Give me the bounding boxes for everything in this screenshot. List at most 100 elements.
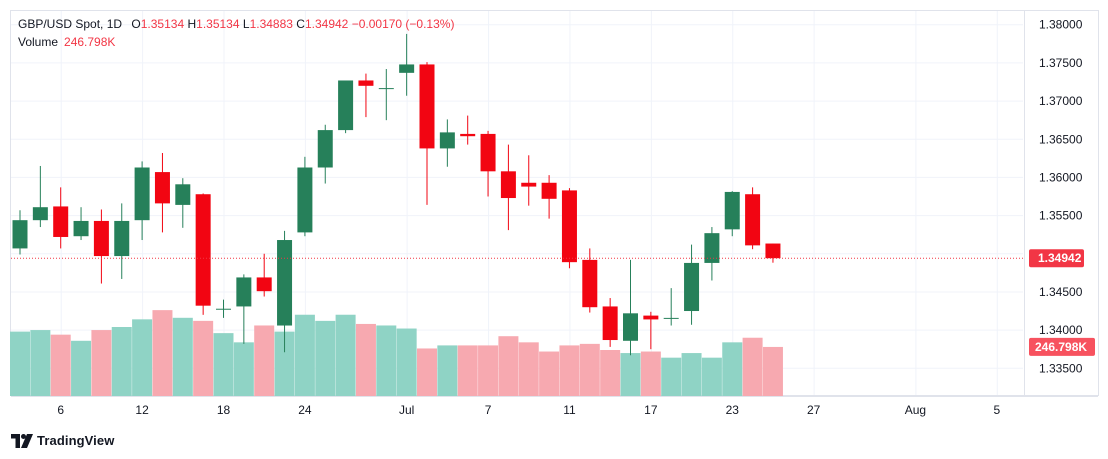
volume-value: 246.798K <box>64 35 116 49</box>
y-tick-label: 1.34000 <box>1039 323 1083 337</box>
candle-body <box>236 277 252 307</box>
y-tick-label: 1.35500 <box>1039 209 1083 223</box>
x-tick-label: 7 <box>485 403 492 417</box>
volume-bar <box>579 343 600 396</box>
candle-body <box>460 133 476 137</box>
volume-bar <box>30 330 51 396</box>
candle-body <box>53 206 69 237</box>
volume-bar <box>213 333 234 396</box>
candle-body <box>663 317 679 319</box>
volume-bar <box>376 325 397 396</box>
volume-bar <box>50 334 71 396</box>
candle-body <box>256 277 272 292</box>
candle-body <box>399 64 415 73</box>
volume-bar <box>193 320 214 396</box>
volume-bar <box>478 345 499 396</box>
volume-bar <box>681 353 702 396</box>
x-tick-label: Jul <box>399 403 414 417</box>
volume-bar <box>335 314 356 396</box>
candle-body <box>175 184 191 205</box>
x-tick-label: 27 <box>807 403 821 417</box>
volume-bar <box>722 342 743 396</box>
volume-bar <box>172 317 193 396</box>
candle-body <box>358 80 374 86</box>
legend-symbol[interactable]: GBP/USD Spot, 1D <box>18 17 123 31</box>
candle-body <box>582 259 598 308</box>
volume-label[interactable]: Volume <box>18 35 59 49</box>
volume-bar <box>762 346 783 396</box>
volume-bar <box>498 336 519 396</box>
candle-body <box>134 167 150 221</box>
y-tick-label: 1.36000 <box>1039 170 1083 184</box>
volume-bar <box>661 357 682 396</box>
volume-bar <box>71 340 92 396</box>
volume-bar <box>254 325 275 396</box>
brand-name: TradingView <box>37 433 115 448</box>
last-price-tag <box>1029 249 1084 268</box>
y-tick-label: 1.33500 <box>1039 361 1083 375</box>
candle-body <box>765 243 781 259</box>
candle-body <box>724 191 740 230</box>
tradingview-brand[interactable]: TradingView <box>11 433 114 448</box>
y-tick-label: 1.34500 <box>1039 285 1083 299</box>
last-price-label: 1.34942 <box>1038 251 1082 265</box>
candle-body <box>684 262 700 312</box>
volume-bar <box>274 331 295 396</box>
volume-bar <box>233 342 254 396</box>
volume-bar <box>640 351 661 396</box>
volume-bar <box>111 327 132 396</box>
volume-bar <box>559 345 580 396</box>
candle-body <box>602 306 618 341</box>
candle-body <box>745 194 761 246</box>
legend-ohlc: O1.35134 H1.35134 L1.34883 C1.34942 −0.0… <box>131 17 454 31</box>
candle-body <box>32 207 48 221</box>
candle-body <box>561 190 577 263</box>
candle-body <box>521 182 537 187</box>
candle-body <box>439 132 455 149</box>
candle-body <box>623 313 638 341</box>
candle-body <box>12 220 28 249</box>
candle-body <box>704 233 720 263</box>
volume-tag <box>1029 337 1095 356</box>
candle-body <box>643 315 659 320</box>
candle-body <box>195 194 211 306</box>
legend-low: 1.34883 <box>249 17 293 31</box>
candle-body <box>480 133 496 172</box>
volume-bar <box>518 342 539 396</box>
candle-body <box>317 130 333 168</box>
x-tick-label: 17 <box>644 403 658 417</box>
candle-body <box>541 182 557 199</box>
x-tick-label: 23 <box>726 403 740 417</box>
volume-bar <box>132 319 153 396</box>
legend-open: 1.35134 <box>140 17 185 31</box>
legend-open-label: O <box>131 17 141 31</box>
x-tick-label: 24 <box>298 403 312 417</box>
candle-body <box>154 172 170 204</box>
volume-bar <box>701 357 722 396</box>
legend-close: 1.34942 <box>304 17 349 31</box>
legend-change: −0.00170 (−0.13%) <box>351 17 455 31</box>
volume-bar <box>457 345 478 396</box>
volume-bar <box>620 353 641 396</box>
y-tick-label: 1.36500 <box>1039 132 1083 146</box>
volume-bar <box>91 330 112 396</box>
volume-bar <box>294 314 315 396</box>
candle-body <box>277 240 293 326</box>
x-tick-label: 18 <box>217 403 231 417</box>
volume-bar <box>742 337 763 396</box>
legend-high-label: H <box>187 17 197 31</box>
volume-bar <box>152 310 173 396</box>
chart-legend: GBP/USD Spot, 1D O1.35134 H1.35134 L1.34… <box>18 17 454 31</box>
x-tick-label: 11 <box>563 403 576 417</box>
volume-bar <box>396 328 417 396</box>
volume-bar <box>355 323 376 396</box>
volume-bar <box>315 320 336 396</box>
volume-legend: Volume 246.798K <box>18 35 115 49</box>
x-tick-label: 6 <box>57 403 64 417</box>
y-tick-label: 1.37500 <box>1039 56 1083 70</box>
candle-body <box>93 220 109 257</box>
volume-bar <box>10 331 30 396</box>
y-tick-label: 1.37000 <box>1039 94 1083 108</box>
volume-bar <box>600 350 621 396</box>
